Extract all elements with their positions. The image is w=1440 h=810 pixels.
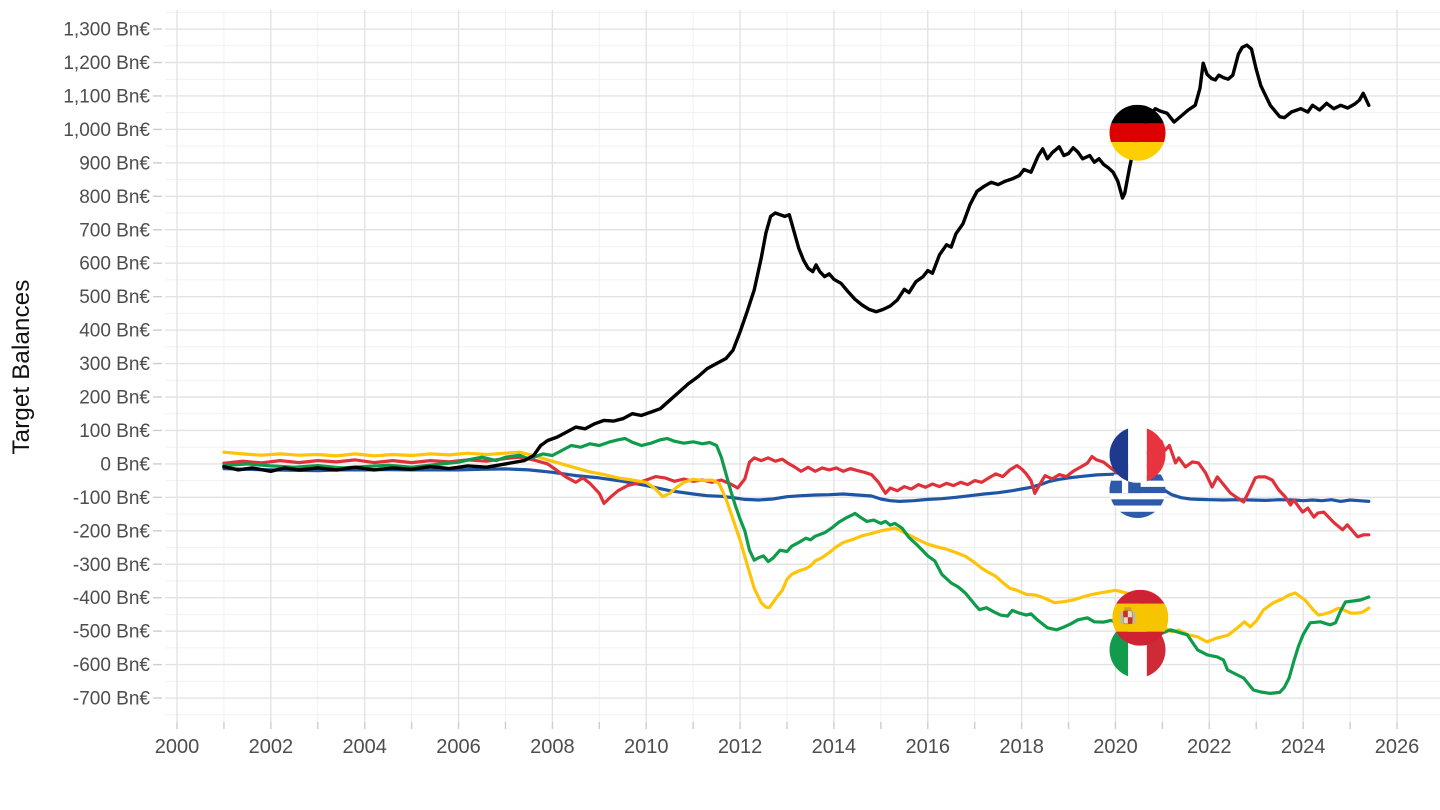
flag-spain-icon bbox=[1112, 589, 1169, 646]
flag-band bbox=[1109, 511, 1166, 518]
y-tick-label: 100 Bn€ bbox=[79, 421, 150, 442]
y-tick-label: 1,300 Bn€ bbox=[63, 20, 150, 41]
y-tick-label: 700 Bn€ bbox=[79, 220, 150, 241]
x-tick-label: 2014 bbox=[812, 736, 857, 758]
x-tick-label: 2012 bbox=[718, 736, 763, 758]
y-tick-label: -500 Bn€ bbox=[73, 622, 151, 643]
y-tick-label: 400 Bn€ bbox=[79, 321, 150, 342]
y-tick-label: 600 Bn€ bbox=[79, 254, 150, 275]
axis-ticks bbox=[153, 28, 1398, 729]
y-tick-label: -100 Bn€ bbox=[73, 488, 151, 509]
flag-germany-icon bbox=[1109, 104, 1166, 161]
line-france bbox=[222, 439, 1371, 539]
y-tick-label: 1,100 Bn€ bbox=[63, 86, 150, 107]
x-tick-label: 2024 bbox=[1281, 736, 1326, 758]
x-tick-label: 2002 bbox=[249, 736, 294, 758]
y-axis-title: Target Balances bbox=[8, 279, 35, 455]
flag-band bbox=[1109, 123, 1166, 143]
x-tick-label: 2018 bbox=[999, 736, 1044, 758]
flag-band bbox=[1109, 493, 1166, 500]
y-tick-label: 200 Bn€ bbox=[79, 388, 150, 409]
line-spain bbox=[222, 450, 1371, 644]
flag-band bbox=[1109, 426, 1129, 483]
grid-major bbox=[165, 10, 1440, 722]
y-tick-label: -700 Bn€ bbox=[73, 689, 151, 710]
x-tick-label: 2006 bbox=[436, 736, 481, 758]
flag-band bbox=[1109, 104, 1166, 124]
x-tick-label: 2008 bbox=[530, 736, 575, 758]
y-tick-label: 800 Bn€ bbox=[79, 187, 150, 208]
flag-band bbox=[1123, 610, 1128, 618]
line-greece bbox=[222, 467, 1371, 503]
flag-band bbox=[1120, 611, 1123, 624]
y-tick-label: 900 Bn€ bbox=[79, 153, 150, 174]
x-tick-label: 2022 bbox=[1187, 736, 1232, 758]
flag-band bbox=[1109, 142, 1166, 161]
y-tick-label: -200 Bn€ bbox=[73, 521, 151, 542]
flag-band bbox=[1133, 611, 1136, 624]
y-tick-label: 300 Bn€ bbox=[79, 354, 150, 375]
flag-france-icon bbox=[1109, 426, 1166, 483]
x-tick-label: 2016 bbox=[906, 736, 951, 758]
line-italy bbox=[222, 436, 1371, 696]
flag-band bbox=[1109, 499, 1166, 507]
line-germany bbox=[222, 43, 1371, 473]
flag-band bbox=[1127, 617, 1133, 624]
grid-minor bbox=[165, 10, 1440, 722]
y-tick-label: -400 Bn€ bbox=[73, 588, 151, 609]
x-tick-label: 2010 bbox=[624, 736, 669, 758]
y-tick-label: -300 Bn€ bbox=[73, 555, 151, 576]
y-tick-label: 1,200 Bn€ bbox=[63, 53, 150, 74]
series-lines bbox=[222, 43, 1371, 696]
y-tick-label: -600 Bn€ bbox=[73, 655, 151, 676]
x-tick-label: 2026 bbox=[1375, 736, 1420, 758]
y-tick-label: 1,000 Bn€ bbox=[63, 120, 150, 141]
axis-labels: 1,300 Bn€ 1,200 Bn€ 1,100 Bn€ 1,000 Bn€ 900 … bbox=[63, 20, 1419, 758]
flag-band bbox=[1128, 426, 1147, 483]
flag-band bbox=[1146, 426, 1166, 483]
x-tick-label: 2020 bbox=[1093, 736, 1138, 758]
y-tick-label: 0 Bn€ bbox=[100, 454, 150, 475]
x-tick-label: 2004 bbox=[342, 736, 387, 758]
x-tick-label: 2000 bbox=[155, 736, 200, 758]
flag-band bbox=[1109, 505, 1166, 513]
y-tick-label: 500 Bn€ bbox=[79, 287, 150, 308]
flag-band bbox=[1124, 607, 1132, 611]
